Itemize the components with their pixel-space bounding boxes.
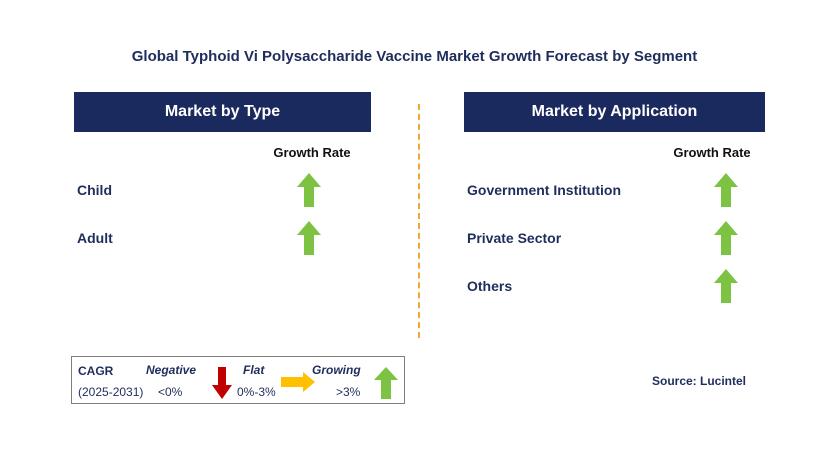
- panel-divider: [418, 104, 420, 338]
- segment-label-adult: Adult: [77, 230, 113, 246]
- legend-flat-label: Flat: [243, 363, 265, 377]
- growing-arrow-icon: [297, 173, 321, 207]
- legend-growing-label: Growing: [312, 363, 361, 377]
- negative-arrow-icon: [212, 367, 232, 399]
- segment-label-child: Child: [77, 182, 112, 198]
- flat-arrow-icon: [281, 372, 315, 392]
- growing-arrow-icon: [714, 173, 738, 207]
- segment-label-others: Others: [467, 278, 513, 294]
- type-growth-rate-label: Growth Rate: [273, 145, 351, 160]
- growing-arrow-icon: [297, 221, 321, 255]
- source-note: Source: Lucintel: [652, 374, 747, 388]
- market-by-application-header: Market by Application: [464, 92, 765, 132]
- segment-label-government-institution: Government Institution: [467, 182, 621, 198]
- market-by-type-header: Market by Type: [74, 92, 371, 132]
- growing-arrow-icon: [374, 367, 398, 399]
- legend-flat-range: 0%-3%: [237, 385, 276, 399]
- legend-negative-label: Negative: [146, 363, 197, 377]
- segment-label-private-sector: Private Sector: [467, 230, 562, 246]
- legend-period: (2025-2031): [78, 385, 144, 399]
- legend-cagr-label: CAGR: [78, 364, 114, 378]
- growing-arrow-icon: [714, 269, 738, 303]
- cagr-legend: CAGR (2025-2031) Negative <0% Flat 0%-3%…: [71, 356, 405, 404]
- growing-arrow-icon: [714, 221, 738, 255]
- legend-growing-range: >3%: [336, 385, 361, 399]
- application-growth-rate-label: Growth Rate: [673, 145, 751, 160]
- chart-title: Global Typhoid Vi Polysaccharide Vaccine…: [131, 48, 698, 65]
- legend-negative-range: <0%: [158, 385, 183, 399]
